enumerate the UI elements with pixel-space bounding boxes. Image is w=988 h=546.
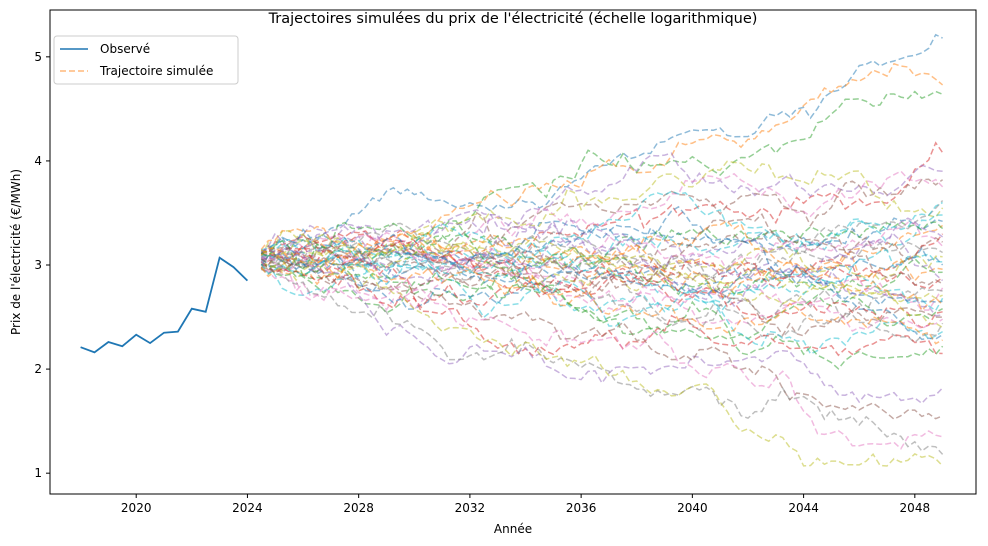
- simulated-path: [260, 170, 944, 312]
- simulated-path: [260, 213, 944, 282]
- simulated-path: [260, 247, 944, 405]
- legend-simulated-label: Trajectoire simulée: [99, 64, 213, 78]
- y-axis-title: Prix de l'électricité (€/MWh): [9, 169, 23, 335]
- simulated-path: [260, 213, 943, 297]
- simulated-path: [260, 247, 943, 345]
- simulated-path: [261, 245, 944, 344]
- simulated-path: [260, 255, 943, 420]
- x-tick-label: 2036: [566, 501, 597, 515]
- simulated-path: [260, 220, 944, 370]
- x-tick-label: 2024: [232, 501, 263, 515]
- simulated-path: [261, 263, 943, 357]
- simulated-path: [260, 190, 943, 286]
- x-tick-label: 2032: [455, 501, 486, 515]
- simulated-path: [260, 220, 943, 283]
- y-tick-label: 5: [34, 50, 42, 64]
- x-tick-label: 2028: [343, 501, 374, 515]
- simulated-path: [261, 222, 944, 312]
- simulated-path: [261, 231, 943, 278]
- simulated-path: [260, 260, 943, 450]
- observed-series: [80, 256, 249, 354]
- simulated-path: [260, 224, 944, 296]
- y-tick-label: 1: [34, 466, 42, 480]
- simulated-path: [261, 229, 943, 329]
- x-tick-label: 2040: [677, 501, 708, 515]
- simulated-path: [261, 266, 944, 455]
- simulated-path: [261, 217, 944, 271]
- y-tick-label: 3: [34, 258, 42, 272]
- simulated-path: [260, 252, 944, 332]
- simulated-path: [261, 242, 943, 319]
- simulated-path: [261, 222, 943, 323]
- simulated-path: [260, 233, 943, 341]
- legend: Observé Trajectoire simulée: [53, 35, 239, 85]
- chart-title: Trajectoires simulées du prix de l'élect…: [268, 11, 758, 27]
- x-tick-label: 2048: [900, 501, 931, 515]
- y-axis: 1 2 3 4 5: [34, 50, 50, 480]
- simulated-path: [261, 62, 944, 286]
- simulated-path: [260, 239, 944, 296]
- legend-observed-label: Observé: [100, 42, 150, 56]
- x-tick-label: 2044: [788, 501, 819, 515]
- simulated-path: [261, 263, 943, 340]
- legend-box: [53, 35, 239, 85]
- simulated-path: [260, 152, 943, 262]
- simulated-path: [260, 205, 943, 306]
- x-axis-title: Année: [494, 522, 532, 536]
- x-tick-label: 2020: [121, 501, 152, 515]
- simulated-path: [260, 217, 943, 293]
- x-axis: 2020 2024 2028 2032 2036 2040 2044 2048: [121, 494, 930, 515]
- simulated-path: [260, 220, 944, 302]
- simulated-path: [260, 248, 944, 467]
- simulated-path: [261, 239, 943, 305]
- y-tick-label: 4: [34, 154, 42, 168]
- y-tick-label: 2: [34, 362, 42, 376]
- observed-line: [80, 256, 249, 354]
- simulated-path: [261, 230, 944, 304]
- plot-frame: [49, 9, 977, 495]
